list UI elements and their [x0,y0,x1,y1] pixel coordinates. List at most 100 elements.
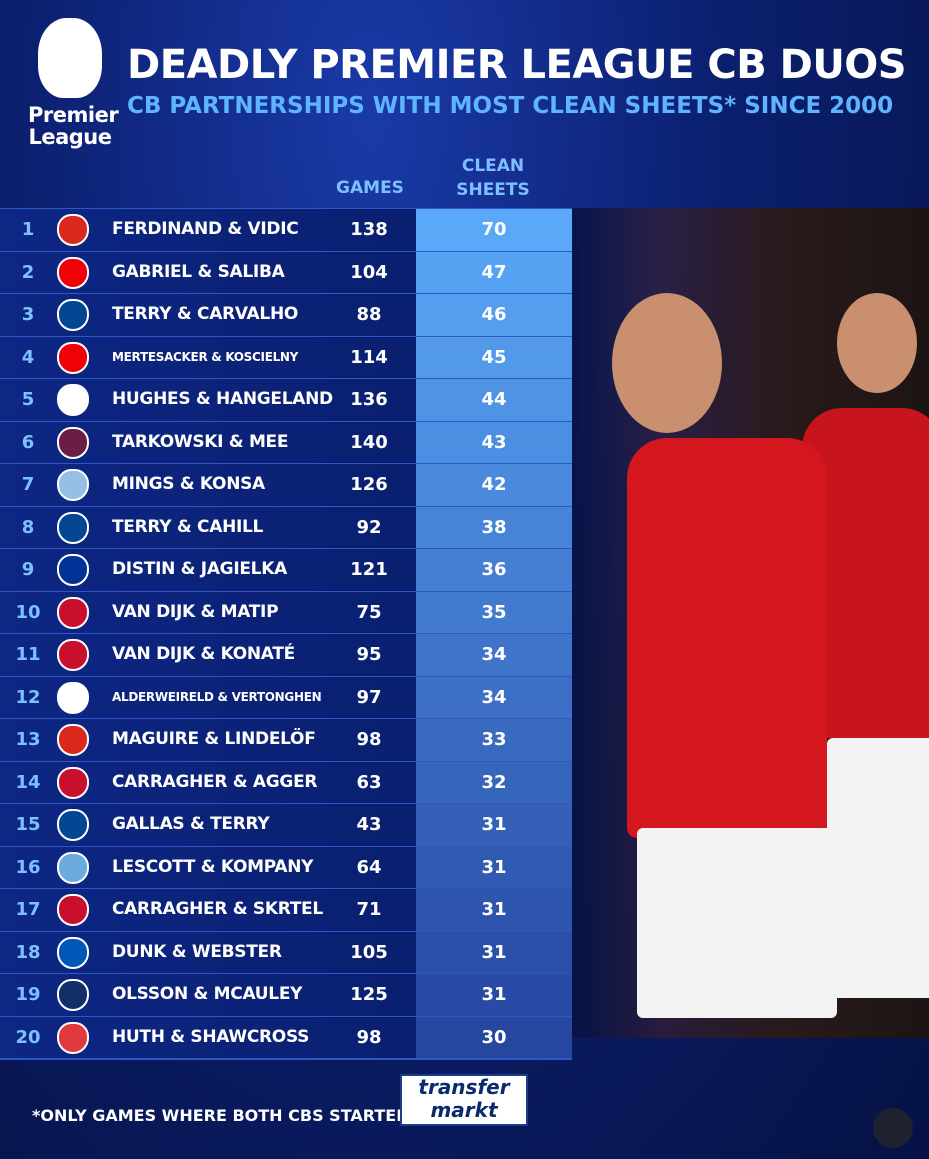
table-row: 19 OLSSON & MCAULEY 125 31 [0,973,572,1016]
brand-logo: transfer markt [400,1074,528,1126]
table-row: 20 HUTH & SHAWCROSS 98 30 [0,1015,572,1060]
duo-name: MINGS & KONSA [112,474,265,494]
clean-sheets: 34 [416,634,572,676]
table-row: 10 VAN DIJK & MATIP 75 35 [0,590,572,633]
games: 125 [350,984,388,1005]
clean-sheets: 38 [416,506,572,548]
club-crest [57,936,89,969]
logo-text: Premier League [28,103,119,149]
shorts [827,738,929,998]
duo-name: TERRY & CARVALHO [112,304,299,324]
rank: 13 [15,729,41,750]
duo-name: DISTIN & JAGIELKA [112,559,287,579]
rank: 9 [21,559,35,580]
games: 92 [356,516,382,538]
club-crest [57,554,89,586]
table: 1 FERDINAND & VIDIC 138 70 2 GABRIEL & SALIBA… [0,208,572,1060]
games: 71 [356,899,382,920]
duo-name: LESCOTT & KOMPANY [112,856,314,877]
duo-name: TARKOWSKI & MEE [112,431,289,452]
footnote: *ONLY GAMES WHERE BOTH CBS STARTED [32,1106,410,1125]
rank: 20 [15,1026,41,1048]
club-crest [57,1021,89,1054]
rank: 5 [21,389,35,410]
games: 75 [356,601,382,623]
rank: 6 [21,431,35,453]
games: 97 [356,686,382,708]
rank: 19 [15,984,41,1005]
club-crest [57,299,89,331]
rank: 16 [15,856,41,878]
player-photo [572,208,929,1038]
table-row: 1 FERDINAND & VIDIC 138 70 [0,208,572,251]
games: 104 [350,261,388,283]
table-row: 5 HUGHES & HANGELAND 136 44 [0,378,572,421]
table-row: 13 MAGUIRE & LINDELÖF 98 33 [0,718,572,761]
table-row: 2 GABRIEL & SALIBA 104 47 [0,250,572,293]
table-row: 17 CARRAGHER & SKRTEL 71 31 [0,888,572,931]
duo-name: HUTH & SHAWCROSS [112,1026,310,1047]
games: 95 [356,644,382,665]
games: 136 [350,389,388,410]
table-row: 7 MINGS & KONSA 126 42 [0,463,572,506]
rank: 1 [21,219,35,240]
clean-sheets: 43 [416,421,572,463]
table-row: 12 ALDERWEIRELD & VERTONGHEN 97 34 [0,675,572,718]
club-crest [57,341,89,374]
head [612,293,722,433]
duo-name: CARRAGHER & SKRTEL [112,899,323,919]
title: DEADLY PREMIER LEAGUE CB DUOS [127,42,907,88]
clean-sheets: 47 [416,251,572,293]
table-row: 3 TERRY & CARVALHO 88 46 [0,293,572,336]
table-row: 4 MERTESACKER & KOSCIELNY 114 45 [0,335,572,378]
clean-sheets: 35 [416,591,572,633]
duo-name: ALDERWEIRELD & VERTONGHEN [112,689,322,704]
games: 88 [356,304,382,325]
duo-name: OLSSON & MCAULEY [112,984,303,1004]
games: 64 [356,856,382,878]
clean-sheets: 31 [416,931,572,973]
club-crest [57,511,89,544]
table-row: 14 CARRAGHER & AGGER 63 32 [0,760,572,803]
lion-icon [38,18,102,98]
image-action-button[interactable] [873,1108,913,1148]
rank: 2 [21,261,35,283]
club-crest [57,426,89,459]
games: 98 [356,1026,382,1048]
rank: 18 [15,941,41,963]
club-crest [57,639,89,671]
shirt [627,438,827,838]
games: 98 [356,729,382,750]
clean-sheets: 42 [416,464,572,506]
table-row: 8 TERRY & CAHILL 92 38 [0,505,572,548]
club-crest [57,256,89,289]
table-row: 6 TARKOWSKI & MEE 140 43 [0,420,572,463]
rank: 17 [15,899,41,920]
clean-sheets: 31 [416,846,572,888]
rank: 10 [15,601,41,623]
subtitle: CB PARTNERSHIPS WITH MOST CLEAN SHEETS* … [127,93,894,119]
clean-sheets: 32 [416,761,572,803]
club-crest [57,979,89,1011]
duo-name: HUGHES & HANGELAND [112,389,333,409]
club-crest [57,894,89,926]
club-crest [57,384,89,416]
clean-sheets: 31 [416,889,572,931]
clean-sheets: 30 [416,1016,572,1058]
table-row: 15 GALLAS & TERRY 43 31 [0,803,572,846]
column-header: GAMES [336,178,404,198]
games: 114 [350,346,388,368]
club-crest [57,681,89,714]
club-crest [57,766,89,799]
duo-name: TERRY & CAHILL [112,516,264,537]
club-crest [57,469,89,501]
clean-sheets: 45 [416,336,572,378]
league-logo: Premier League [28,18,119,149]
duo-name: MERTESACKER & KOSCIELNY [112,349,299,364]
games: 140 [350,431,388,453]
clean-sheets: 70 [416,209,572,251]
duo-name: MAGUIRE & LINDELÖF [112,729,316,749]
rank: 12 [15,686,41,708]
brand-text: markt [430,1098,498,1122]
